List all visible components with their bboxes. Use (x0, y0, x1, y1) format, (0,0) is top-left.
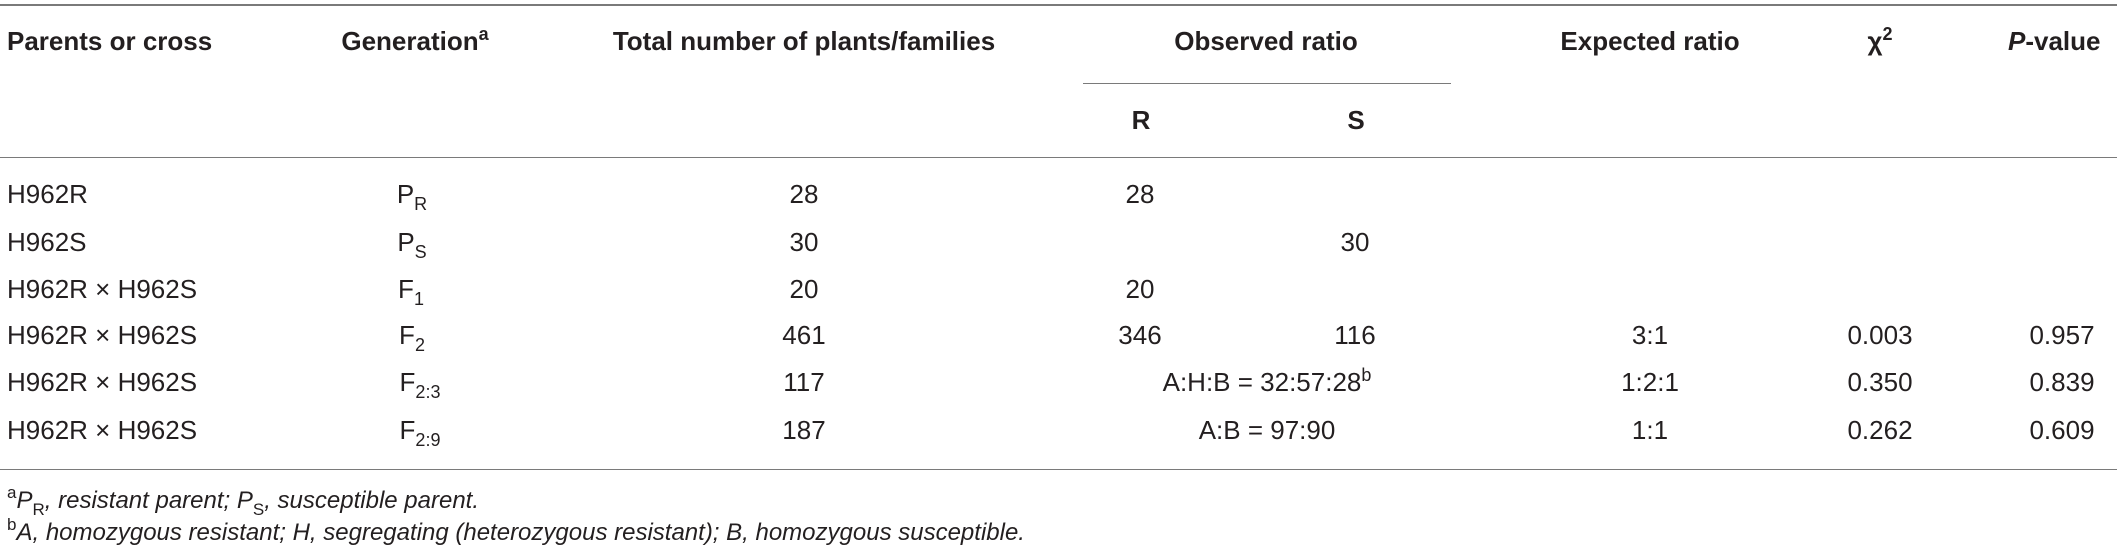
cell-parents: H962S (7, 227, 87, 257)
header-generation: Generationa (341, 24, 489, 56)
cell-parents: H962R (7, 179, 88, 209)
top-rule (0, 4, 2117, 6)
cell-r: 20 (1125, 274, 1155, 304)
cell-p-value: 0.609 (2029, 415, 2095, 445)
cell-chi-square: 0.003 (1847, 320, 1913, 350)
cell-parents: H962R × H962S (7, 367, 198, 397)
header-p-value: P-value (2008, 26, 2101, 56)
footnote-b: bA, homozygous resistant; H, segregating… (7, 515, 1025, 546)
cell-s: 30 (1340, 227, 1370, 257)
header-bottom-rule (0, 157, 2117, 158)
cell-total: 30 (789, 227, 819, 257)
header-total-number: Total number of plants/families (612, 26, 996, 56)
cell-generation: PR (396, 179, 428, 214)
cell-chi-square: 0.262 (1847, 415, 1913, 445)
cell-observed-merged: A:B = 97:90 (1198, 415, 1336, 445)
cell-expected: 1:1 (1631, 415, 1669, 445)
header-s: S (1347, 105, 1365, 135)
cell-generation: F1 (398, 274, 424, 309)
cell-expected: 1:2:1 (1621, 367, 1679, 397)
cell-expected: 3:1 (1631, 320, 1669, 350)
cell-chi-square: 0.350 (1847, 367, 1913, 397)
cell-total: 461 (782, 320, 826, 350)
cell-s: 116 (1334, 320, 1376, 350)
cell-parents: H962R × H962S (7, 274, 198, 304)
header-observed-ratio: Observed ratio (1174, 26, 1358, 56)
cell-total: 28 (789, 179, 819, 209)
header-r: R (1131, 105, 1151, 135)
cell-total: 20 (789, 274, 819, 304)
header-expected-ratio: Expected ratio (1560, 26, 1740, 56)
cell-r: 346 (1118, 320, 1162, 350)
cell-p-value: 0.839 (2029, 367, 2095, 397)
header-parents-or-cross: Parents or cross (7, 26, 213, 56)
header-chi-square: χ2 (1867, 24, 1893, 56)
cell-observed-merged: A:H:B = 32:57:28b (1162, 365, 1372, 397)
cell-r: 28 (1125, 179, 1155, 209)
cell-generation: PS (397, 227, 427, 262)
cell-generation: F2 (399, 320, 425, 355)
cell-generation: F2:3 (399, 367, 441, 402)
observed-ratio-underline (1083, 83, 1451, 84)
cell-parents: H962R × H962S (7, 415, 198, 445)
cell-generation: F2:9 (399, 415, 441, 450)
footnote-a: aPR, resistant parent; PS, susceptible p… (7, 483, 480, 519)
cell-total: 187 (782, 415, 826, 445)
cell-total: 117 (783, 367, 825, 397)
table-bottom-rule (0, 469, 2117, 470)
cell-parents: H962R × H962S (7, 320, 198, 350)
cell-p-value: 0.957 (2029, 320, 2095, 350)
